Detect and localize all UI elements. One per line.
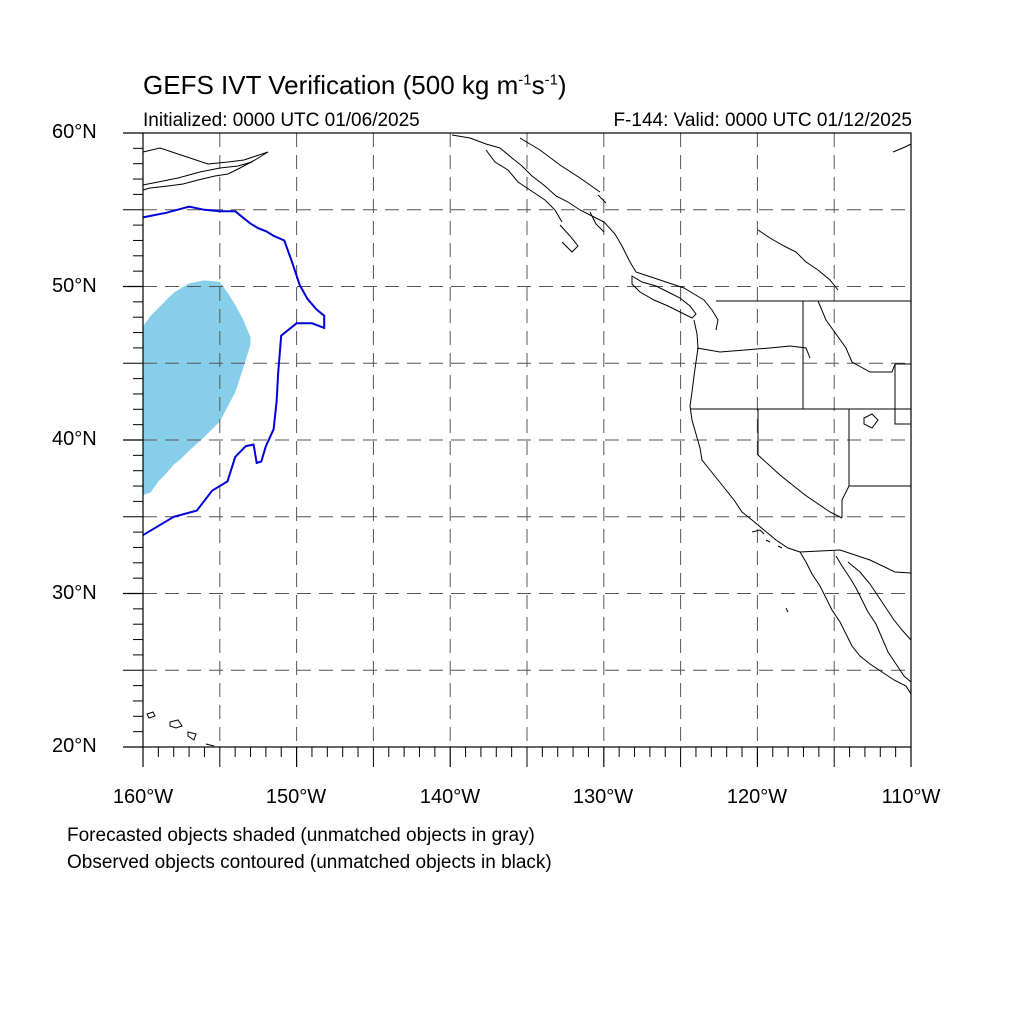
border-alaska-canada	[519, 137, 601, 193]
coastline-panhandle	[451, 134, 631, 263]
forecast-object-shading	[143, 280, 251, 496]
coastline-alaska-peninsula	[142, 161, 253, 186]
forecast-objects-layer	[143, 280, 251, 496]
border-nv-az	[841, 409, 850, 518]
lat-label-60n: 60°N	[52, 121, 97, 143]
channel-islands	[751, 529, 783, 549]
coastline-canada-interior	[757, 229, 839, 291]
lon-label-150w: 150°W	[265, 786, 327, 808]
great-salt-lake	[863, 413, 879, 429]
title-close: )	[557, 70, 567, 100]
coastline-vancouver-island	[631, 275, 697, 319]
valid-time-label: F-144: Valid: 0000 UTC 01/12/2025	[613, 110, 912, 131]
coastline-bc	[629, 261, 719, 331]
title-exponent-1: -1	[518, 71, 532, 89]
observed-objects-layer	[142, 205, 326, 537]
lon-label-160w: 160°W	[112, 786, 174, 808]
title-unit-s: s	[531, 70, 545, 100]
title-text: GEFS IVT Verification (500 kg m	[143, 70, 519, 100]
coastline-alaska	[142, 147, 269, 191]
lon-label-110w: 110°W	[881, 786, 941, 808]
border-wa-or	[696, 345, 811, 359]
coastline-mainland-mexico	[847, 561, 912, 641]
lat-label-40n: 40°N	[52, 428, 97, 450]
caption-observed: Observed objects contoured (unmatched ob…	[67, 852, 552, 873]
border-ca-nv	[757, 409, 843, 519]
coastline-panhandle-islands	[485, 149, 607, 253]
lat-label-30n: 30°N	[52, 582, 97, 604]
coastline-baja-east	[835, 555, 912, 683]
lat-label-50n: 50°N	[52, 275, 97, 297]
lat-label-20n: 20°N	[52, 735, 97, 757]
border-us-mexico	[799, 549, 912, 574]
coastline-baja-west	[799, 551, 912, 695]
coastlines-and-borders	[142, 134, 912, 747]
border-wy	[894, 363, 911, 425]
hawaii-islands	[146, 711, 215, 747]
observed-object-contour	[142, 205, 326, 537]
lon-label-140w: 140°W	[419, 786, 481, 808]
init-time-label: Initialized: 0000 UTC 01/06/2025	[143, 110, 420, 131]
axis-ticks	[123, 132, 912, 767]
guadalupe-island	[785, 607, 789, 613]
lon-label-130w: 130°W	[572, 786, 634, 808]
title-exponent-2: -1	[544, 71, 558, 89]
graticule	[143, 133, 911, 747]
lon-label-120w: 120°W	[726, 786, 788, 808]
map-title: GEFS IVT Verification (500 kg m-1s-1)	[143, 70, 567, 101]
coastline-us-west	[689, 319, 801, 553]
coastline-ne-corner	[892, 143, 912, 153]
border-id-mt	[817, 300, 896, 373]
caption-forecast: Forecasted objects shaded (unmatched obj…	[67, 825, 535, 846]
